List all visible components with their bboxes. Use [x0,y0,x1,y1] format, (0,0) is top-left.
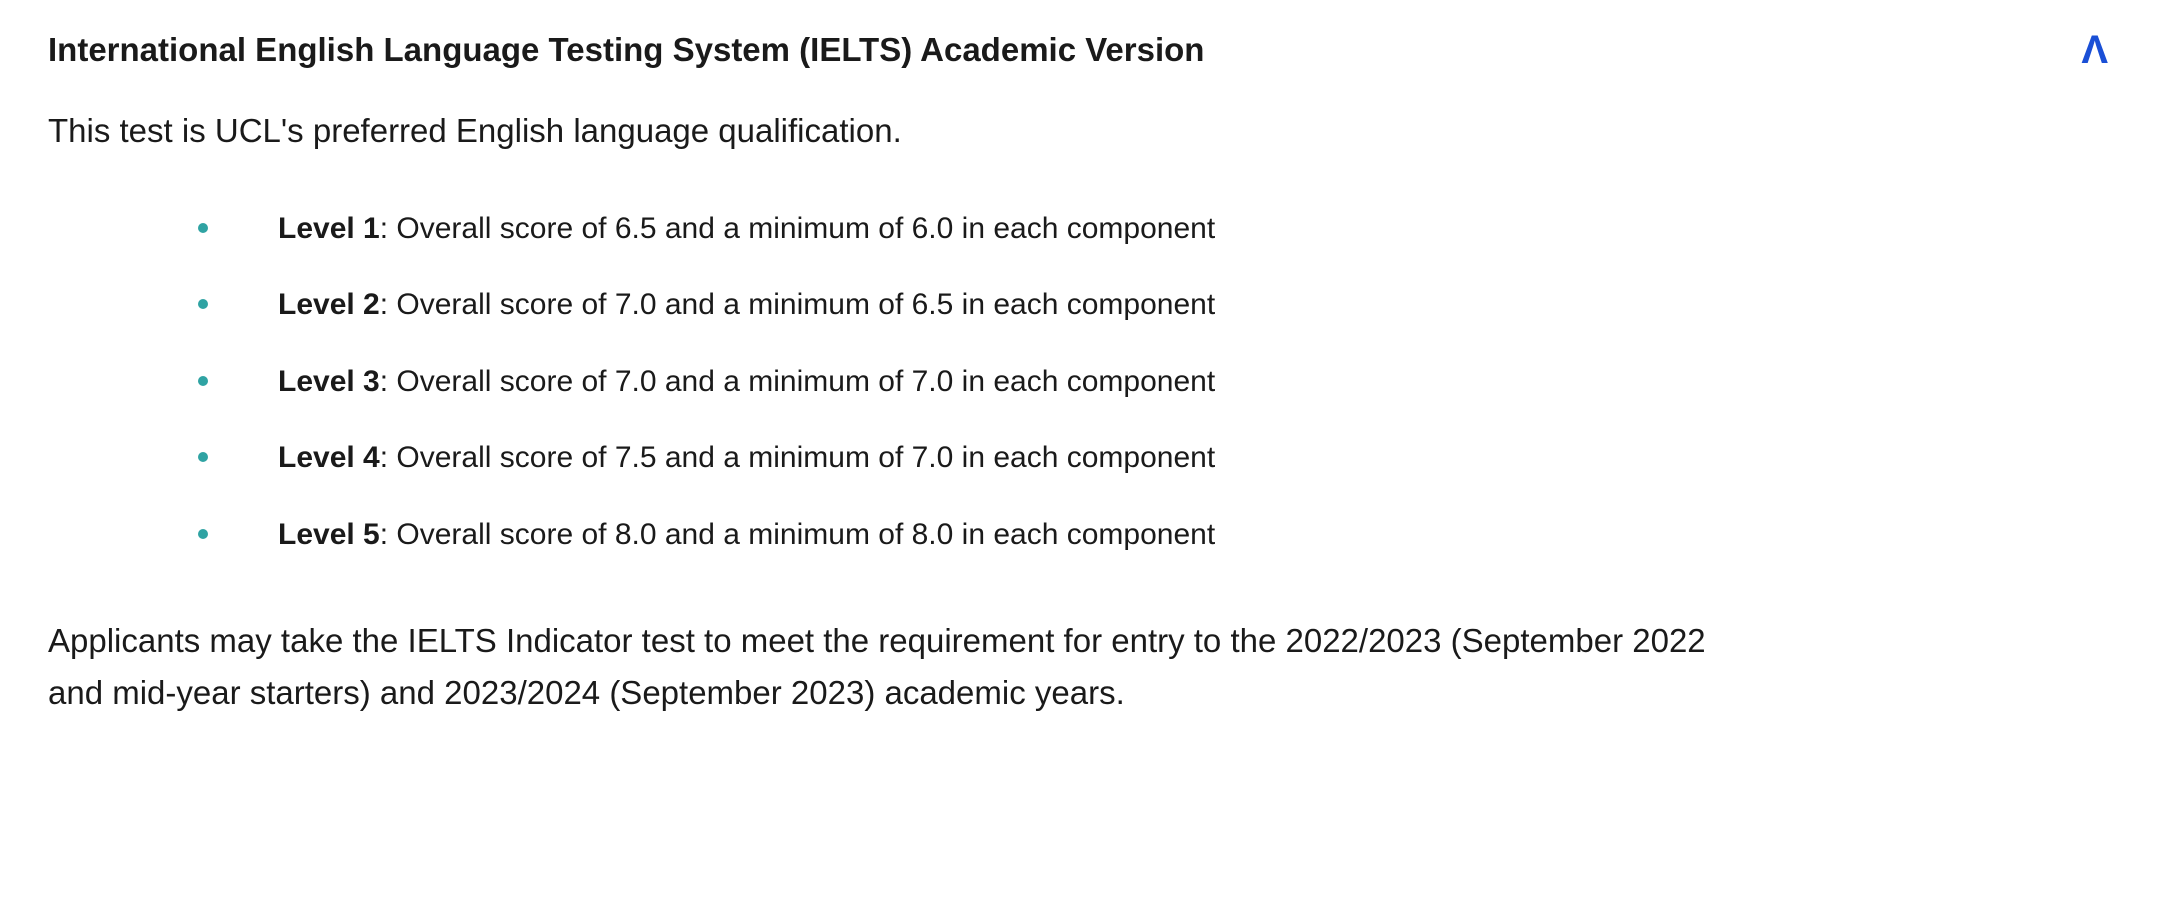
level-label: Level 2 [278,288,380,321]
list-item: Level 1: Overall score of 6.5 and a mini… [198,209,2112,250]
level-label: Level 4 [278,441,380,474]
collapse-icon[interactable]: Λ [2081,30,2112,70]
list-item: Level 4: Overall score of 7.5 and a mini… [198,438,2112,479]
footnote-text: Applicants may take the IELTS Indicator … [48,615,1748,717]
list-item: Level 3: Overall score of 7.0 and a mini… [198,362,2112,403]
level-label: Level 5 [278,518,380,551]
section-title: International English Language Testing S… [48,30,1204,70]
level-desc: : Overall score of 7.5 and a minimum of … [380,441,1215,474]
levels-list: Level 1: Overall score of 6.5 and a mini… [48,209,2112,556]
intro-text: This test is UCL's preferred English lan… [48,110,2112,153]
level-desc: : Overall score of 7.0 and a minimum of … [380,288,1215,321]
list-item: Level 2: Overall score of 7.0 and a mini… [198,285,2112,326]
section-header[interactable]: International English Language Testing S… [48,30,2112,70]
level-desc: : Overall score of 8.0 and a minimum of … [380,518,1215,551]
level-label: Level 1 [278,212,380,245]
level-label: Level 3 [278,365,380,398]
level-desc: : Overall score of 7.0 and a minimum of … [380,365,1215,398]
level-desc: : Overall score of 6.5 and a minimum of … [380,212,1215,245]
list-item: Level 5: Overall score of 8.0 and a mini… [198,515,2112,556]
